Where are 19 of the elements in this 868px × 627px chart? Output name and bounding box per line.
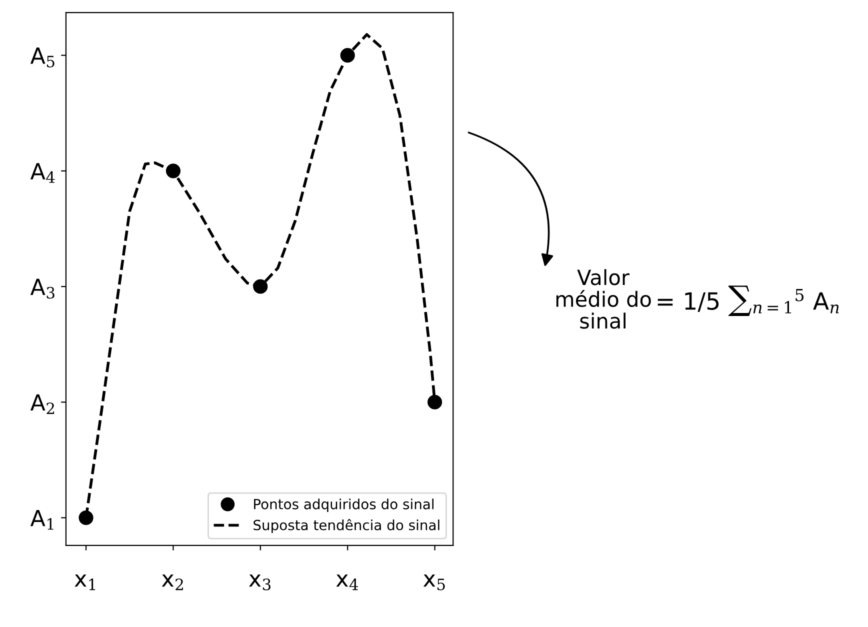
legend-label: Pontos adquiridos do sinal (254, 498, 434, 512)
y-tick-label: A$_{5}$ (30, 48, 54, 68)
x-tick-label: x$_{2}$ (162, 574, 183, 590)
x-tick-label: x$_{5}$ (423, 574, 445, 590)
y-tick-label: A$_{2}$ (30, 394, 54, 414)
point (428, 394, 442, 410)
x-tick-label: x$_{3}$ (249, 574, 270, 590)
point (340, 48, 355, 63)
point (78, 510, 94, 526)
legend-label: Suposta tendência do sinal (254, 518, 440, 533)
x-tick-label: x$_{1}$ (74, 574, 96, 590)
x-tick-label: x$_{4}$ (336, 574, 358, 590)
text: Valor médio do sinal (556, 269, 651, 329)
y-tick-label: A$_{1}$ (30, 510, 54, 530)
text: = 1/5 ∑$_{n=1}$$^{5}$ A$_{n}$ (658, 286, 839, 316)
point (166, 164, 180, 178)
y-tick-label: A$_{3}$ (30, 278, 54, 299)
point (253, 279, 268, 294)
y-tick-label: A$_{4}$ (30, 163, 55, 183)
